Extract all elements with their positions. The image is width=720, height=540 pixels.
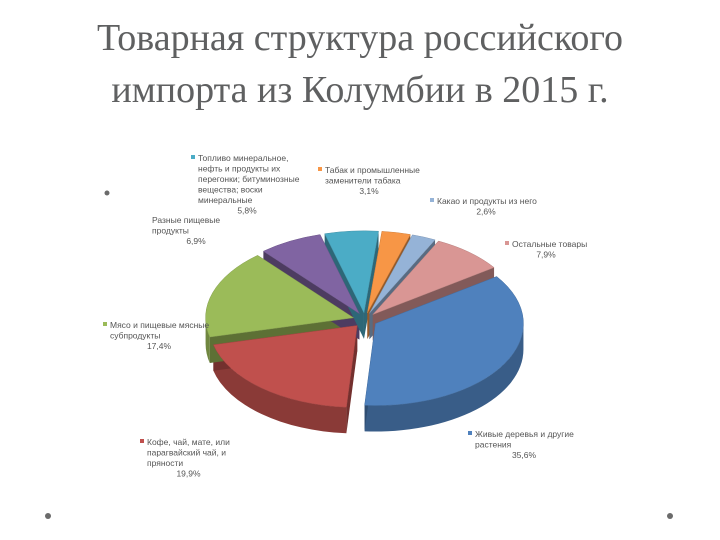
slide-dot-left-top [104,190,110,196]
slice-label-marker-2 [140,439,144,443]
slice-label-marker-1 [468,431,472,435]
pie-slice-3 [205,255,355,338]
slice-value-label-5: 5,8% [237,206,257,216]
slide-dot-left-bottom [45,513,51,519]
pie-slice-8 [372,240,495,315]
slice-label-marker-7 [430,198,434,202]
pie-slice-5 [324,230,379,314]
pie-side-2 [213,344,347,434]
pie-slice-2 [213,325,358,408]
slice-label-marker-3 [103,322,107,326]
slice-label-6: Табак и промышленные заменители табака3,1… [318,165,420,196]
slice-label-text-4: Разные пищевые продукты [152,215,220,236]
pie-side-3 [205,317,210,364]
slice-value-label-2: 19,9% [176,469,201,479]
slice-value-label-7: 2,6% [476,207,496,217]
pie-slices [205,230,524,434]
slice-label-text-7: Какао и продукты из него [437,196,537,206]
pie-cut-face-2-1 [346,325,358,434]
slice-label-text-1: Живые деревья и другие растения [475,429,574,450]
title-line-1: Товарная структура российского [96,17,624,59]
slice-label-marker-5 [191,155,195,159]
slice-label-text-6: Табак и промышленные заменители табака [325,165,420,186]
slice-value-label-1: 35,6% [512,450,537,460]
slide-title: Товарная структура российского импорта и… [0,12,720,116]
slice-label-5: Топливо минеральное, нефть и продукты их п… [191,153,300,216]
pie-slice-6 [367,231,411,314]
slice-label-text-5: Топливо минеральное, нефть и продукты их п… [198,153,300,205]
pie-slice-7 [369,234,436,314]
slice-value-label-3: 17,4% [147,341,172,351]
pie-slice-1 [364,276,524,406]
slide-dot-right-bottom [667,513,673,519]
slice-value-label-4: 6,9% [186,236,206,246]
slice-label-text-8: Остальные товары [512,239,587,249]
slice-label-marker-6 [318,167,322,171]
slice-value-label-8: 7,9% [536,250,556,260]
pie-slice-4 [262,234,361,315]
title-line-2: импорта из Колумбии в 2015 г. [111,69,609,111]
slice-label-text-3: Мясо и пищевые мясные субпродукты [110,320,209,341]
slice-value-label-6: 3,1% [359,186,379,196]
pie-side-1 [364,323,524,432]
slice-label-marker-8 [505,241,509,245]
